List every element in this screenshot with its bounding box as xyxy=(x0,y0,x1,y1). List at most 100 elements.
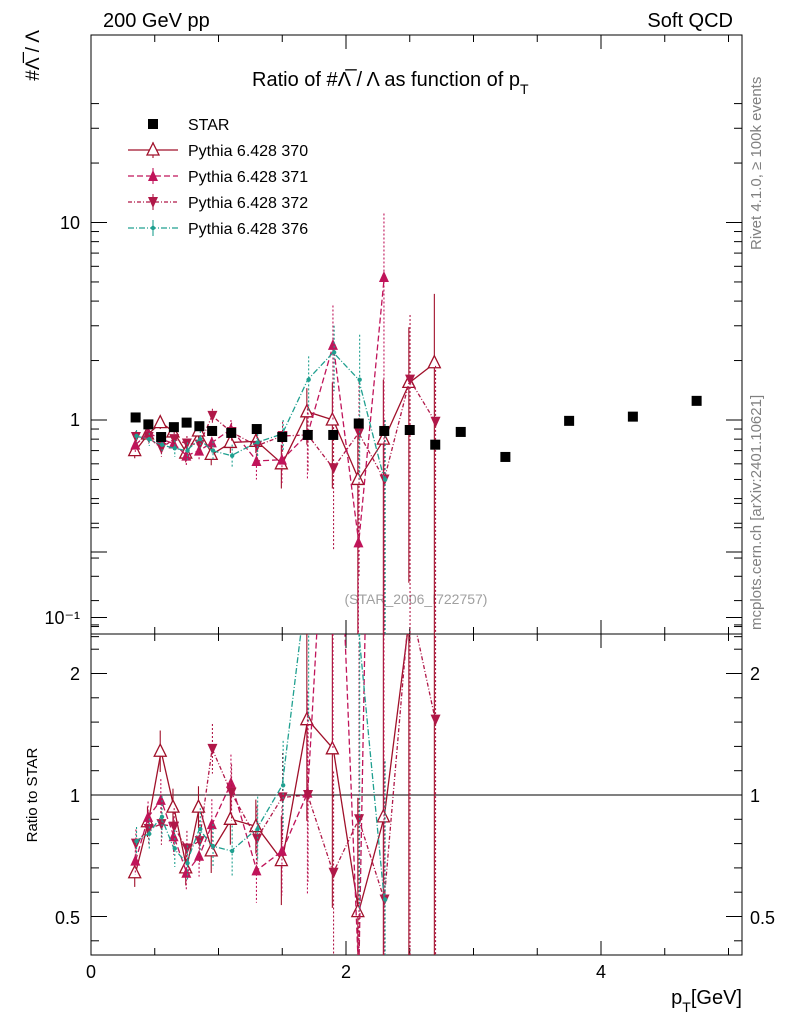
ratio-tick-label-0.5: 0.5 xyxy=(55,908,80,928)
data-point xyxy=(378,270,389,282)
ratio-line-p372 xyxy=(135,634,436,900)
data-point xyxy=(427,354,442,369)
ratio-point xyxy=(280,783,286,788)
ratio-y-axis-label: Ratio to STAR xyxy=(24,747,41,842)
star-data-point xyxy=(379,425,390,436)
ratio-point xyxy=(303,790,314,801)
legend-entry-p376: Pythia 6.428 376 xyxy=(128,220,308,238)
data-point xyxy=(206,436,217,448)
ratio-point xyxy=(191,798,206,813)
ratio-point xyxy=(277,792,288,804)
ratio-point xyxy=(127,864,142,879)
data-point xyxy=(223,433,238,449)
ratio-point xyxy=(252,833,263,845)
ratio-point xyxy=(204,842,219,857)
data-point xyxy=(331,350,337,355)
data-point xyxy=(207,410,218,422)
data-point xyxy=(185,448,190,453)
star-data-point xyxy=(226,427,237,438)
star-data-point xyxy=(627,411,638,422)
legend: STAR Pythia 6.428 370 Pythia 6.428 371 Pyth… xyxy=(128,117,308,238)
data-point xyxy=(306,377,311,382)
ratio-point xyxy=(194,836,205,848)
data-point xyxy=(405,374,416,386)
ratio-point xyxy=(194,849,205,861)
ratio-point xyxy=(328,867,339,879)
ratio-tick-label-1: 1 xyxy=(70,786,80,806)
data-point xyxy=(350,470,365,486)
legend-marker xyxy=(148,197,158,208)
ratio-point xyxy=(143,824,154,836)
legend-marker xyxy=(150,225,156,231)
ratio-tick-label-2: 2 xyxy=(70,664,80,684)
data-point xyxy=(327,338,338,350)
data-point xyxy=(159,442,165,447)
ratio-point xyxy=(251,864,262,876)
axis-ticks xyxy=(90,35,742,955)
ratio-point xyxy=(143,810,154,822)
data-point xyxy=(169,434,180,446)
legend-label: Pythia 6.428 376 xyxy=(188,221,308,238)
data-point xyxy=(325,411,340,426)
data-point xyxy=(134,433,139,439)
ratio-point xyxy=(299,711,314,726)
star-data-point xyxy=(277,432,288,443)
ratio-series-p372 xyxy=(130,634,441,955)
x-tick-label-4: 4 xyxy=(596,962,606,982)
ratio-point xyxy=(223,810,238,825)
series-p376 xyxy=(134,325,388,634)
ratio-point xyxy=(206,818,217,830)
ratio-point xyxy=(382,897,388,902)
ratio-series-p376 xyxy=(134,574,388,955)
x-tick-label-0: 0 xyxy=(86,962,96,982)
ratio-point xyxy=(210,843,216,849)
ratio-series-p370 xyxy=(127,634,435,955)
ratio-point xyxy=(358,634,361,635)
data-point xyxy=(229,453,235,458)
star-data-point xyxy=(500,451,511,462)
rivet-label: Rivet 4.1.0, ≥ 100k events xyxy=(748,77,765,250)
series-line-p370 xyxy=(135,362,436,481)
ratio-line-p376 xyxy=(135,634,385,900)
ratio-point xyxy=(165,798,181,813)
ratio-point xyxy=(350,903,365,918)
ratio-point xyxy=(353,971,363,982)
data-point xyxy=(172,445,177,451)
x-axis-label-sub: T xyxy=(682,999,691,1015)
data-point xyxy=(147,436,152,442)
ratio-point xyxy=(147,831,152,837)
data-point xyxy=(353,536,364,548)
x-axis-label-main: p xyxy=(671,987,682,1009)
y-axis-label: #Λ̅ / Λ xyxy=(23,30,44,81)
legend-entry-p372: Pythia 6.428 372 xyxy=(128,194,308,212)
data-point xyxy=(376,430,391,445)
star-data-point xyxy=(207,425,218,436)
star-data-point xyxy=(430,439,441,450)
ratio-point xyxy=(430,714,441,726)
ratio-tick-label-0.5-right: 0.5 xyxy=(750,908,775,928)
x-tick-label-2: 2 xyxy=(341,962,351,982)
star-data-point xyxy=(194,421,205,432)
ratio-point xyxy=(168,830,179,842)
data-point xyxy=(210,448,216,453)
ratio-point xyxy=(156,819,167,831)
ratio-line-p371 xyxy=(135,634,366,955)
legend-label: STAR xyxy=(188,117,229,134)
ratio-point xyxy=(306,574,310,578)
chart-title-sub: T xyxy=(520,81,529,97)
data-point xyxy=(204,445,219,461)
ratio-point xyxy=(153,742,168,757)
series-line-p372 xyxy=(135,378,436,482)
star-data-point xyxy=(302,429,313,440)
data-point xyxy=(255,440,260,445)
chart-title: Ratio of #Λ̅ / Λ as function of pT xyxy=(252,68,529,97)
star-data-point xyxy=(564,415,575,426)
header-left: 200 GeV pp xyxy=(103,10,210,32)
ratio-point xyxy=(185,860,190,866)
legend-label: Pythia 6.428 372 xyxy=(188,195,308,212)
data-point xyxy=(328,463,339,475)
data-point xyxy=(153,414,168,429)
series-line-p371 xyxy=(135,276,385,543)
series-star xyxy=(130,395,702,462)
